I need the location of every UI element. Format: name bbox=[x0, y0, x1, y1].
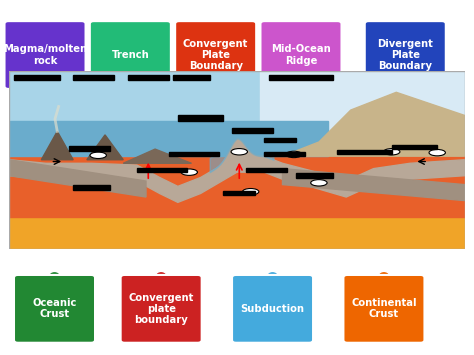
Bar bbox=[178, 115, 223, 121]
Text: Continental
Crust: Continental Crust bbox=[351, 298, 417, 320]
FancyBboxPatch shape bbox=[5, 21, 85, 89]
Bar bbox=[9, 153, 465, 217]
Text: Divergent
Plate
Boundary: Divergent Plate Boundary bbox=[377, 39, 433, 71]
Bar bbox=[9, 71, 465, 156]
Bar bbox=[296, 173, 333, 178]
Circle shape bbox=[429, 149, 446, 156]
Circle shape bbox=[90, 152, 106, 158]
Polygon shape bbox=[283, 92, 465, 156]
FancyBboxPatch shape bbox=[261, 21, 341, 89]
Circle shape bbox=[378, 271, 390, 280]
Bar bbox=[169, 152, 219, 156]
Bar bbox=[392, 145, 437, 149]
Text: Convergent
Plate
Boundary: Convergent Plate Boundary bbox=[183, 39, 248, 71]
Bar bbox=[137, 168, 187, 172]
Bar bbox=[232, 128, 273, 133]
Circle shape bbox=[267, 271, 278, 280]
Bar bbox=[9, 209, 465, 248]
Polygon shape bbox=[9, 156, 465, 202]
Bar bbox=[9, 121, 328, 156]
Circle shape bbox=[243, 189, 259, 195]
Circle shape bbox=[155, 271, 167, 280]
Polygon shape bbox=[123, 149, 191, 163]
Bar bbox=[260, 71, 465, 133]
Bar bbox=[246, 168, 287, 172]
Polygon shape bbox=[87, 135, 123, 160]
Circle shape bbox=[125, 84, 136, 93]
Text: Convergent
plate
boundary: Convergent plate boundary bbox=[128, 293, 194, 325]
Circle shape bbox=[49, 271, 60, 280]
Circle shape bbox=[400, 84, 411, 93]
Circle shape bbox=[210, 84, 221, 93]
Text: Trench: Trench bbox=[111, 50, 149, 60]
FancyBboxPatch shape bbox=[120, 275, 201, 343]
Circle shape bbox=[383, 148, 400, 155]
Text: Mid-Ocean
Ridge: Mid-Ocean Ridge bbox=[271, 44, 331, 66]
Polygon shape bbox=[9, 160, 146, 197]
FancyBboxPatch shape bbox=[365, 21, 446, 89]
FancyBboxPatch shape bbox=[175, 21, 256, 89]
Bar bbox=[223, 191, 255, 195]
Bar bbox=[73, 75, 114, 80]
Bar bbox=[69, 146, 109, 151]
Circle shape bbox=[286, 151, 302, 158]
Polygon shape bbox=[41, 131, 73, 160]
FancyBboxPatch shape bbox=[343, 275, 424, 343]
Circle shape bbox=[39, 84, 51, 93]
Bar bbox=[264, 152, 305, 156]
Bar bbox=[264, 137, 296, 142]
Bar bbox=[173, 75, 210, 80]
Bar bbox=[337, 150, 392, 154]
FancyBboxPatch shape bbox=[232, 275, 313, 343]
Circle shape bbox=[311, 180, 327, 186]
Bar bbox=[14, 75, 60, 80]
FancyBboxPatch shape bbox=[14, 275, 95, 343]
Polygon shape bbox=[283, 169, 465, 201]
Bar bbox=[269, 75, 333, 80]
FancyBboxPatch shape bbox=[90, 21, 171, 89]
Text: Oceanic
Crust: Oceanic Crust bbox=[32, 298, 77, 320]
Circle shape bbox=[231, 148, 247, 155]
Text: Subduction: Subduction bbox=[240, 304, 305, 314]
Circle shape bbox=[295, 84, 307, 93]
Bar bbox=[128, 75, 169, 80]
Text: Magma/molten
rock: Magma/molten rock bbox=[3, 44, 87, 66]
Bar bbox=[73, 185, 109, 190]
Circle shape bbox=[181, 169, 197, 175]
